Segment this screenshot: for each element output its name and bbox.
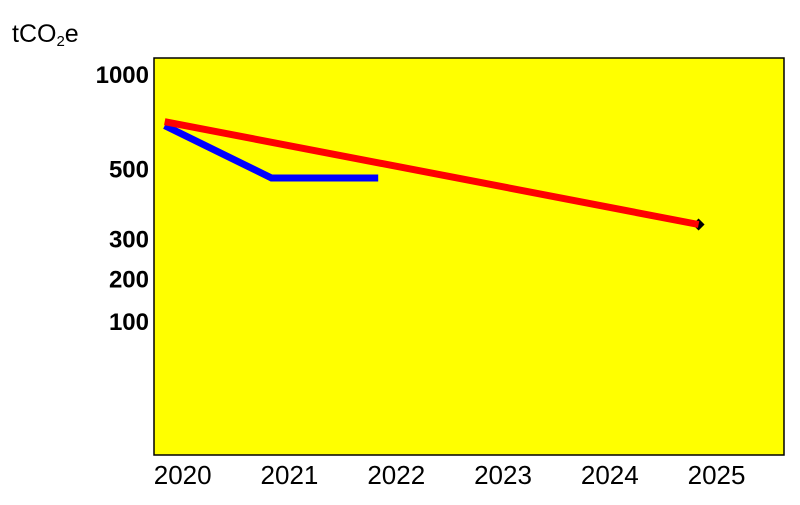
x-tick-label: 2025 (688, 460, 746, 490)
x-axis-ticks: 2020 2021 2022 2023 2024 2025 (154, 460, 746, 490)
y-unit-prefix: tCO (12, 20, 57, 48)
plot-area (153, 57, 785, 456)
x-tick-label: 2021 (261, 460, 319, 490)
y-tick-label: 300 (109, 227, 149, 254)
y-tick-label: 100 (109, 309, 149, 336)
series-lines (163, 118, 700, 228)
x-tick-label: 2020 (154, 460, 212, 490)
y-tick-label: 1000 (96, 62, 149, 89)
y-tick-label: 200 (109, 266, 149, 293)
series-line-1 (164, 118, 700, 228)
x-tick-label: 2023 (474, 460, 532, 490)
y-axis-ticks: 1000 500 300 200 100 (96, 62, 149, 336)
y-unit-suffix: e (64, 20, 79, 48)
y-axis-unit-label: tCO2e (12, 20, 79, 50)
series-line-0 (163, 122, 379, 182)
y-unit-subscript: 2 (56, 33, 65, 50)
x-tick-label: 2022 (367, 460, 425, 490)
y-tick-label: 500 (109, 157, 149, 184)
x-tick-label: 2024 (581, 460, 639, 490)
